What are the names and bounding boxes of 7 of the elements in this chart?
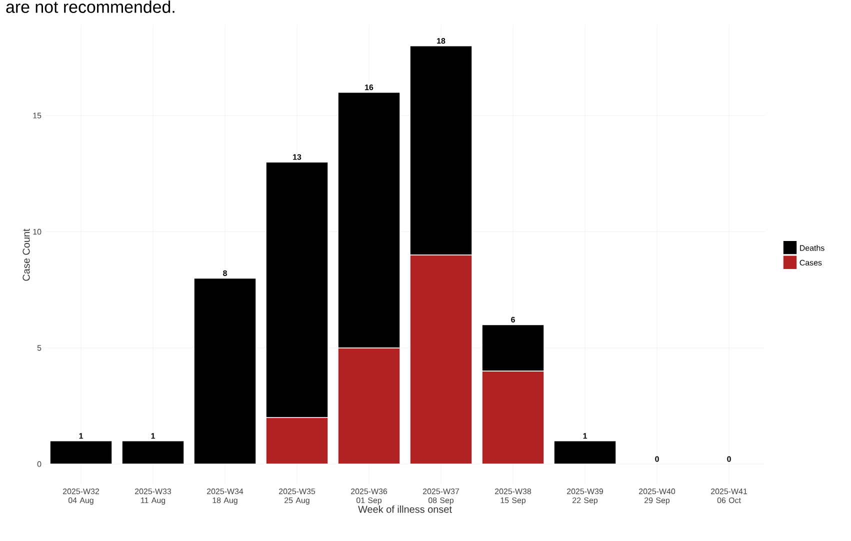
bar (554, 440, 616, 464)
bar (122, 440, 184, 464)
y-axis-title: Case Count (22, 228, 30, 281)
text: are not recommended. (6, 0, 174, 13)
bar (50, 440, 112, 464)
bar (194, 278, 256, 464)
x-axis-title: Week of illness onset (358, 506, 452, 513)
